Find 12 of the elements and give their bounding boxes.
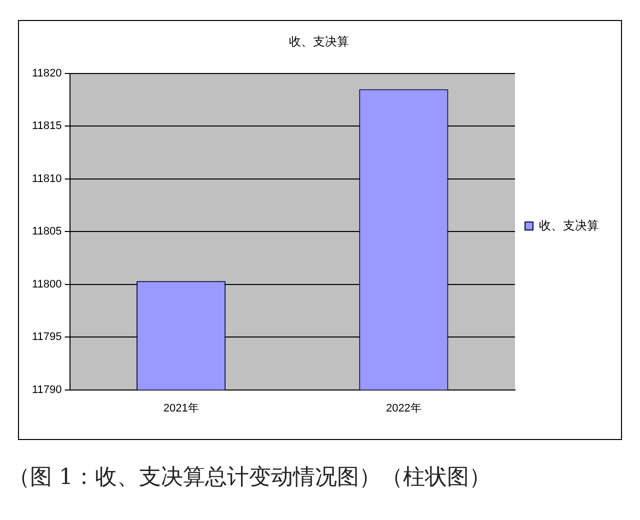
y-tick-label: 11820 (32, 67, 62, 80)
y-tick-label: 11795 (32, 331, 62, 344)
y-tick-label: 11790 (32, 384, 62, 396)
chart-title: 收、支决算 (289, 34, 349, 49)
legend-label: 收、支决算 (539, 218, 599, 232)
y-tick-label: 11800 (32, 278, 62, 290)
y-tick-label: 11810 (32, 172, 62, 185)
x-tick-label: 2021年 (163, 402, 199, 414)
x-tick-label: 2022年 (386, 402, 422, 414)
text: （图 1：收、支决算总计变动情况图）（柱状图） (8, 464, 492, 492)
y-tick-label: 11815 (32, 120, 62, 132)
y-tick-label: 11805 (32, 226, 62, 238)
